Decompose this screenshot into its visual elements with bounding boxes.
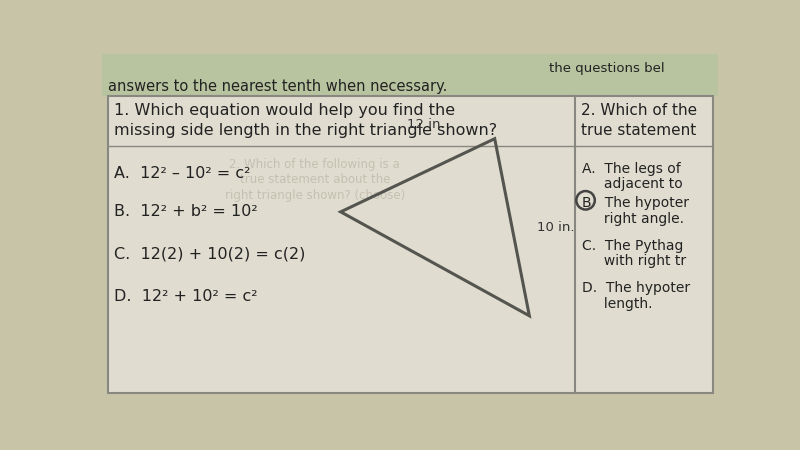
- Text: C.  12(2) + 10(2) = c(2): C. 12(2) + 10(2) = c(2): [114, 247, 306, 262]
- Text: A.  The legs of: A. The legs of: [582, 162, 682, 176]
- Text: right triangle shown? (choose): right triangle shown? (choose): [225, 189, 405, 202]
- Text: adjacent to: adjacent to: [582, 177, 683, 191]
- Text: 12 in.: 12 in.: [406, 118, 444, 131]
- Text: 2. Which of the: 2. Which of the: [581, 103, 697, 117]
- Text: true statement: true statement: [581, 122, 696, 138]
- Text: the questions bel: the questions bel: [549, 62, 664, 75]
- Text: D.  12² + 10² = c²: D. 12² + 10² = c²: [114, 289, 258, 304]
- Text: true statement about the: true statement about the: [239, 173, 390, 186]
- Bar: [102, 54, 718, 96]
- Bar: [108, 96, 713, 393]
- Text: B.  12² + b² = 10²: B. 12² + b² = 10²: [114, 204, 258, 219]
- Text: 2. Which of the following is a: 2. Which of the following is a: [230, 158, 400, 171]
- Text: missing side length in the right triangle shown?: missing side length in the right triangl…: [114, 123, 498, 138]
- Text: D.  The hypoter: D. The hypoter: [582, 281, 690, 295]
- Text: length.: length.: [582, 297, 653, 310]
- Text: right angle.: right angle.: [582, 212, 685, 226]
- Text: B   The hypoter: B The hypoter: [582, 197, 690, 211]
- Text: answers to the nearest tenth when necessary.: answers to the nearest tenth when necess…: [108, 79, 447, 94]
- Text: C.  The Pythag: C. The Pythag: [582, 239, 684, 253]
- Text: A.  12² – 10² = c²: A. 12² – 10² = c²: [114, 166, 250, 181]
- Text: 1. Which equation would help you find the: 1. Which equation would help you find th…: [114, 103, 455, 117]
- Text: 10 in.: 10 in.: [537, 221, 574, 234]
- Text: with right tr: with right tr: [582, 254, 686, 268]
